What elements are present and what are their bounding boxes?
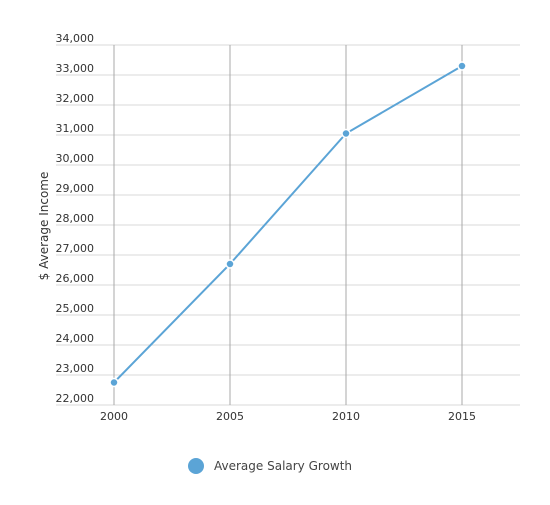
y-tick-label: 22,000 (56, 392, 95, 405)
y-tick-label: 25,000 (56, 302, 95, 315)
y-tick-label: 31,000 (56, 122, 95, 135)
x-tick-label: 2015 (448, 410, 476, 423)
legend-marker-icon (188, 458, 204, 474)
x-tick-label: 2005 (216, 410, 244, 423)
x-tick-label: 2000 (100, 410, 128, 423)
series-average-salary (109, 61, 467, 388)
x-axis-ticks: 2000 2005 2010 2015 (100, 410, 476, 423)
y-tick-label: 29,000 (56, 182, 95, 195)
y-tick-label: 24,000 (56, 332, 95, 345)
y-tick-label: 27,000 (56, 242, 95, 255)
legend-label: Average Salary Growth (214, 459, 353, 473)
y-tick-label: 23,000 (56, 362, 95, 375)
y-tick-label: 33,000 (56, 62, 95, 75)
data-point[interactable] (225, 259, 235, 269)
y-tick-label: 28,000 (56, 212, 95, 225)
y-axis-label: $ Average Income (37, 172, 51, 281)
legend[interactable]: Average Salary Growth (188, 456, 352, 476)
series-line (113, 65, 463, 384)
y-tick-label: 30,000 (56, 152, 95, 165)
data-point[interactable] (109, 377, 119, 388)
data-point[interactable] (457, 61, 467, 71)
y-tick-label: 32,000 (56, 92, 95, 105)
y-tick-label: 34,000 (56, 32, 95, 45)
x-tick-label: 2010 (332, 410, 360, 423)
y-tick-label: 26,000 (56, 272, 95, 285)
data-point[interactable] (341, 128, 351, 139)
grid-lines (56, 44, 520, 406)
y-axis-ticks: 22,000 23,000 24,000 25,000 26,000 27,000 28,0… (56, 32, 95, 405)
